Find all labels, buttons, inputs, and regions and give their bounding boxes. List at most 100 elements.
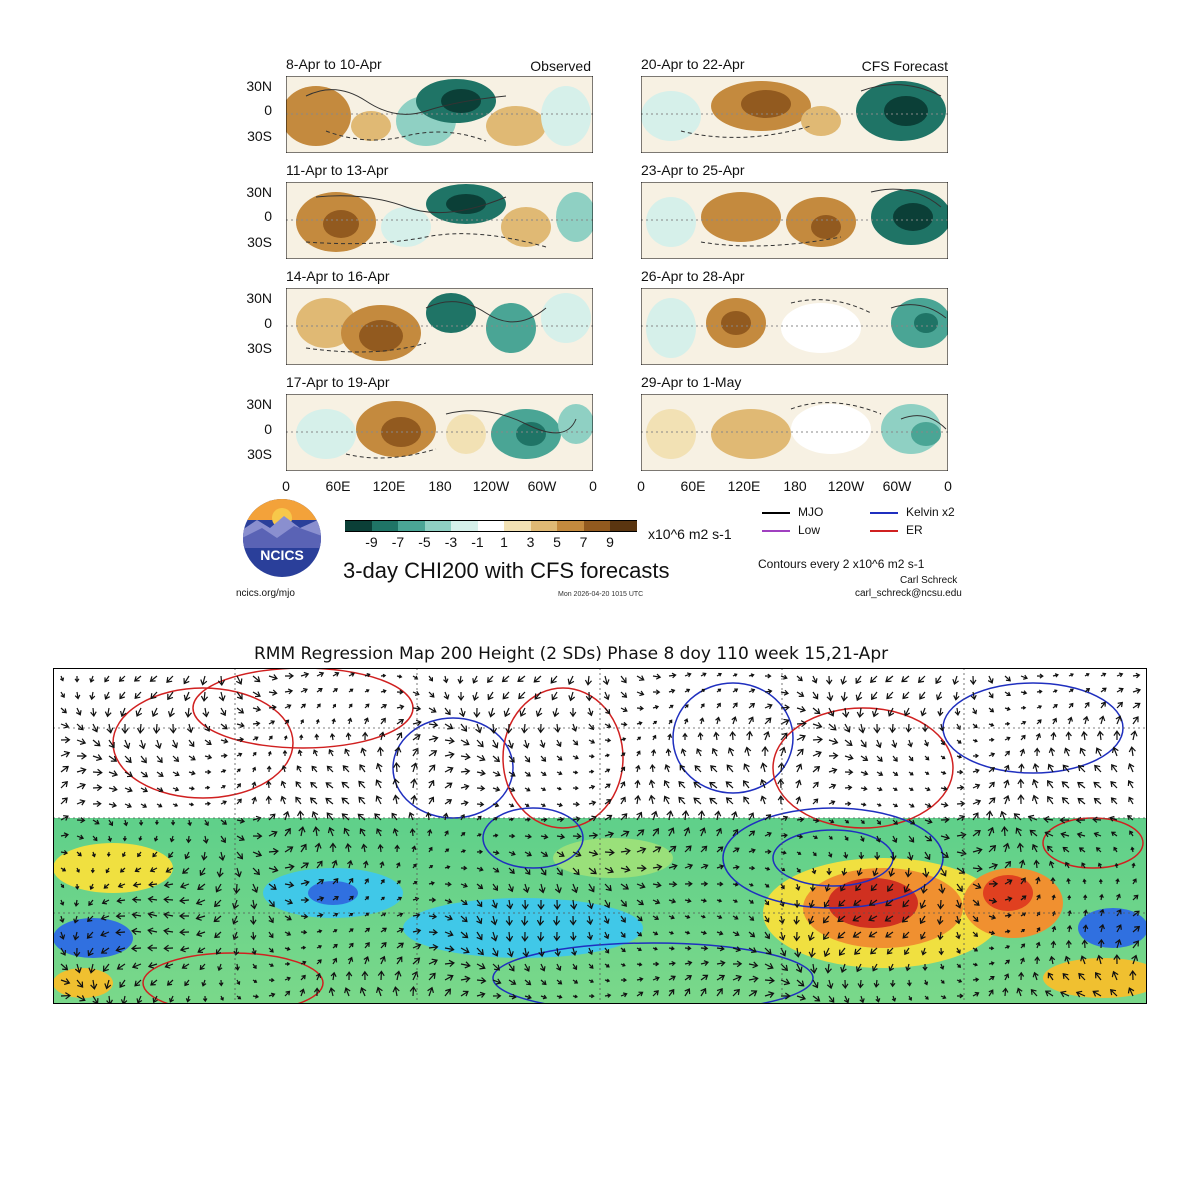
- wind-arrow: [986, 810, 994, 821]
- wind-arrow: [76, 738, 87, 745]
- wind-arrow: [444, 898, 453, 904]
- wind-arrow: [716, 688, 722, 693]
- wind-arrow: [697, 732, 704, 741]
- wind-arrow: [76, 799, 86, 806]
- wind-arrow: [524, 994, 532, 1000]
- wind-arrow: [364, 927, 371, 933]
- wind-arrow: [1031, 778, 1039, 789]
- wind-arrow: [188, 770, 196, 776]
- wind-arrow: [119, 867, 126, 873]
- wind-arrow: [268, 992, 276, 998]
- wind-arrow: [1013, 813, 1022, 821]
- wind-arrow: [328, 987, 336, 997]
- wind-arrow: [252, 850, 263, 858]
- colorbar-tick: 9: [606, 534, 614, 550]
- wind-arrow: [296, 810, 305, 821]
- wind-arrow: [106, 851, 111, 858]
- wind-arrow: [620, 691, 628, 698]
- wind-arrow: [60, 978, 71, 986]
- wind-arrow: [535, 707, 543, 718]
- wind-arrow: [796, 706, 806, 713]
- wind-arrow: [492, 816, 498, 821]
- wind-arrow: [185, 995, 191, 1003]
- wind-arrow: [364, 672, 371, 678]
- wind-arrow: [284, 846, 294, 853]
- wind-arrow: [868, 899, 878, 906]
- wind-arrow: [954, 707, 961, 716]
- wind-arrow: [252, 979, 258, 983]
- wind-arrow: [1004, 913, 1012, 918]
- wind-arrow: [889, 723, 896, 734]
- wind-arrow: [345, 971, 353, 981]
- wind-arrow: [919, 691, 926, 700]
- wind-arrow: [169, 995, 175, 1003]
- wind-arrow: [683, 718, 689, 725]
- wind-arrow: [634, 794, 641, 805]
- wind-arrow: [999, 810, 1007, 821]
- wind-arrow: [425, 811, 432, 821]
- wind-arrow: [444, 830, 449, 837]
- website-link[interactable]: ncics.org/mjo: [236, 588, 295, 599]
- wind-arrow: [1080, 955, 1087, 965]
- wind-arrow: [476, 739, 484, 748]
- colorbar-cell: [610, 520, 637, 532]
- wind-arrow: [924, 755, 930, 761]
- wind-arrow: [764, 947, 772, 955]
- wind-arrow: [620, 883, 629, 890]
- wind-arrow: [969, 675, 977, 686]
- wind-arrow: [551, 691, 558, 701]
- wind-arrow: [137, 851, 142, 858]
- wind-arrow: [444, 865, 451, 870]
- wind-arrow: [636, 705, 644, 711]
- wind-arrow: [428, 943, 439, 951]
- wind-arrow: [636, 675, 645, 681]
- wind-arrow: [748, 975, 759, 983]
- wind-arrow: [217, 963, 223, 972]
- wind-arrow: [1004, 721, 1011, 726]
- wind-arrow: [1098, 878, 1103, 885]
- wind-arrow: [732, 702, 738, 709]
- wind-arrow: [268, 865, 279, 873]
- wind-arrow: [163, 881, 174, 889]
- wind-arrow: [988, 767, 995, 773]
- lon-label: 120W: [827, 478, 865, 494]
- wind-arrow: [284, 898, 294, 905]
- wind-arrow: [460, 783, 470, 791]
- wind-arrow: [380, 941, 387, 949]
- wind-arrow: [428, 846, 433, 853]
- wind-arrow: [200, 691, 209, 702]
- wind-arrow: [508, 979, 517, 985]
- wind-arrow: [713, 731, 720, 741]
- wind-arrow: [460, 931, 469, 939]
- wind-arrow: [300, 719, 305, 725]
- wind-arrow: [134, 979, 142, 987]
- wind-arrow: [1004, 675, 1011, 682]
- wind-arrow: [396, 674, 403, 679]
- wind-arrow: [684, 845, 692, 853]
- wind-arrow: [427, 828, 433, 837]
- wind-arrow: [556, 979, 563, 985]
- wind-arrow: [620, 675, 627, 684]
- lat-label: 30S: [247, 234, 272, 250]
- wind-arrow: [748, 883, 754, 887]
- wind-arrow: [700, 672, 707, 677]
- wind-arrow: [508, 867, 515, 874]
- wind-arrow: [313, 987, 321, 997]
- wind-arrow: [870, 883, 878, 892]
- wind-arrow: [908, 787, 914, 791]
- wind-arrow: [315, 718, 320, 725]
- wind-arrow: [89, 675, 95, 683]
- wind-arrow: [443, 675, 449, 684]
- wind-arrow: [891, 739, 898, 749]
- wind-arrow: [508, 963, 515, 972]
- wind-arrow: [524, 979, 532, 986]
- wind-arrow: [76, 834, 85, 840]
- wind-arrow: [1092, 990, 1102, 997]
- wind-arrow: [940, 739, 945, 746]
- wind-arrow: [359, 764, 366, 773]
- wind-arrow: [379, 955, 386, 965]
- wind-arrow: [524, 771, 531, 777]
- wind-arrow: [684, 672, 692, 678]
- wind-arrow: [179, 882, 190, 889]
- wind-arrow: [540, 833, 549, 840]
